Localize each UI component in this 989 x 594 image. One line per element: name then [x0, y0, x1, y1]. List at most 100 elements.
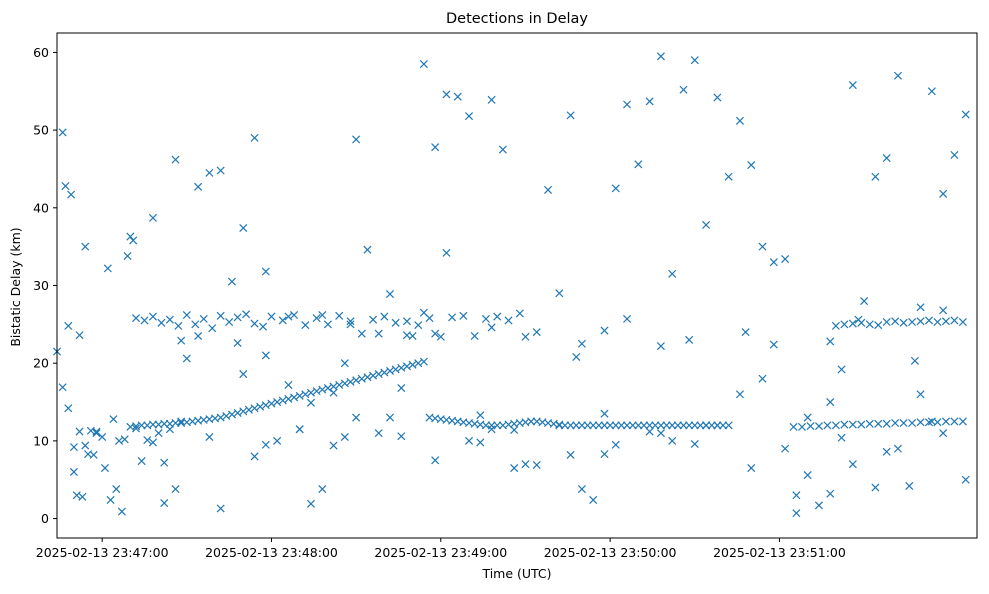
detection-point — [600, 326, 609, 335]
detection-point — [258, 322, 268, 331]
detection-point — [532, 328, 541, 337]
detection-point — [493, 312, 502, 321]
detection-point — [250, 452, 259, 461]
detection-point — [261, 351, 270, 360]
detection-point — [826, 337, 835, 346]
detection-point — [566, 111, 575, 120]
detection-point — [402, 317, 411, 326]
detection-point — [64, 404, 73, 413]
detection-point — [857, 318, 866, 327]
detection-point — [250, 319, 259, 328]
detection-point — [346, 317, 355, 326]
detection-point — [925, 418, 934, 427]
detection-point — [792, 509, 801, 518]
detection-point — [352, 135, 361, 144]
detection-point — [261, 267, 270, 276]
detection-point — [64, 321, 73, 330]
detection-point — [425, 314, 434, 323]
detection-point — [318, 310, 327, 320]
detection-point — [814, 422, 823, 431]
detection-point — [481, 314, 490, 323]
detection-point — [419, 60, 428, 69]
detection-point — [871, 483, 880, 492]
detection-point — [208, 324, 217, 333]
detection-point — [871, 172, 880, 181]
detection-point — [713, 93, 722, 102]
detection-point — [566, 450, 575, 459]
detection-point — [284, 380, 293, 389]
y-tick-label: 0 — [41, 511, 49, 526]
detection-point — [239, 370, 248, 379]
y-tick-label: 50 — [33, 123, 49, 138]
detection-point — [301, 321, 310, 330]
detection-point — [267, 312, 276, 321]
detection-point — [75, 331, 84, 340]
detection-point — [89, 450, 98, 459]
detection-point — [532, 460, 541, 469]
x-tick-label: 2025-02-13 23:51:00 — [713, 545, 846, 560]
detection-point — [448, 313, 457, 322]
detection-point — [792, 491, 801, 500]
x-axis-label: Time (UTC) — [481, 566, 551, 581]
detection-point — [69, 467, 78, 476]
detection-point — [747, 161, 756, 170]
detection-point — [174, 321, 183, 330]
detection-point — [781, 255, 790, 264]
x-tick-label: 2025-02-13 23:48:00 — [205, 545, 338, 560]
detection-point — [242, 310, 251, 319]
detection-point — [78, 492, 87, 501]
detection-point — [611, 440, 620, 449]
data-points — [52, 52, 970, 518]
detection-point — [137, 457, 146, 466]
detection-point — [840, 320, 849, 329]
detection-point — [798, 422, 807, 431]
detection-point — [109, 415, 118, 424]
detection-point — [826, 489, 835, 498]
detection-point — [837, 433, 846, 442]
detection-point — [98, 432, 107, 442]
detection-point — [335, 311, 344, 320]
detection-point — [806, 422, 815, 431]
detection-point — [823, 421, 832, 430]
detection-point — [92, 429, 101, 438]
y-axis-label: Bistatic Delay (km) — [8, 227, 23, 346]
detection-point — [369, 315, 378, 324]
detection-point — [899, 318, 908, 327]
detection-point — [521, 332, 530, 341]
detection-point — [487, 95, 496, 104]
detection-point — [544, 185, 553, 194]
detection-point — [899, 418, 908, 428]
detection-point — [865, 320, 874, 329]
detection-point — [781, 444, 790, 453]
detection-point — [724, 172, 733, 181]
detection-point — [431, 456, 440, 465]
detection-point — [950, 316, 959, 325]
detection-point — [69, 443, 78, 452]
detection-point — [941, 417, 950, 426]
detection-point — [515, 309, 524, 318]
detection-point — [939, 189, 948, 198]
plot-frame — [56, 32, 978, 539]
detection-point — [634, 160, 643, 169]
detection-point — [160, 458, 169, 467]
detection-point — [939, 306, 948, 315]
detection-point — [58, 383, 67, 392]
detection-point — [600, 450, 609, 459]
detection-point — [290, 310, 299, 320]
detection-point — [882, 317, 891, 327]
detection-point — [611, 184, 620, 193]
detection-point — [397, 432, 406, 441]
detection-point — [958, 317, 967, 327]
detection-point — [690, 56, 699, 65]
detection-point — [939, 429, 948, 438]
detection-point — [205, 168, 214, 177]
detection-point — [857, 420, 866, 429]
detection-point — [165, 315, 174, 324]
detection-point — [848, 81, 857, 90]
detection-point — [216, 166, 225, 175]
detection-point — [690, 439, 699, 449]
detection-point — [225, 317, 234, 327]
detection-point — [391, 318, 400, 327]
detection-point — [831, 421, 840, 430]
detection-point — [908, 418, 917, 428]
